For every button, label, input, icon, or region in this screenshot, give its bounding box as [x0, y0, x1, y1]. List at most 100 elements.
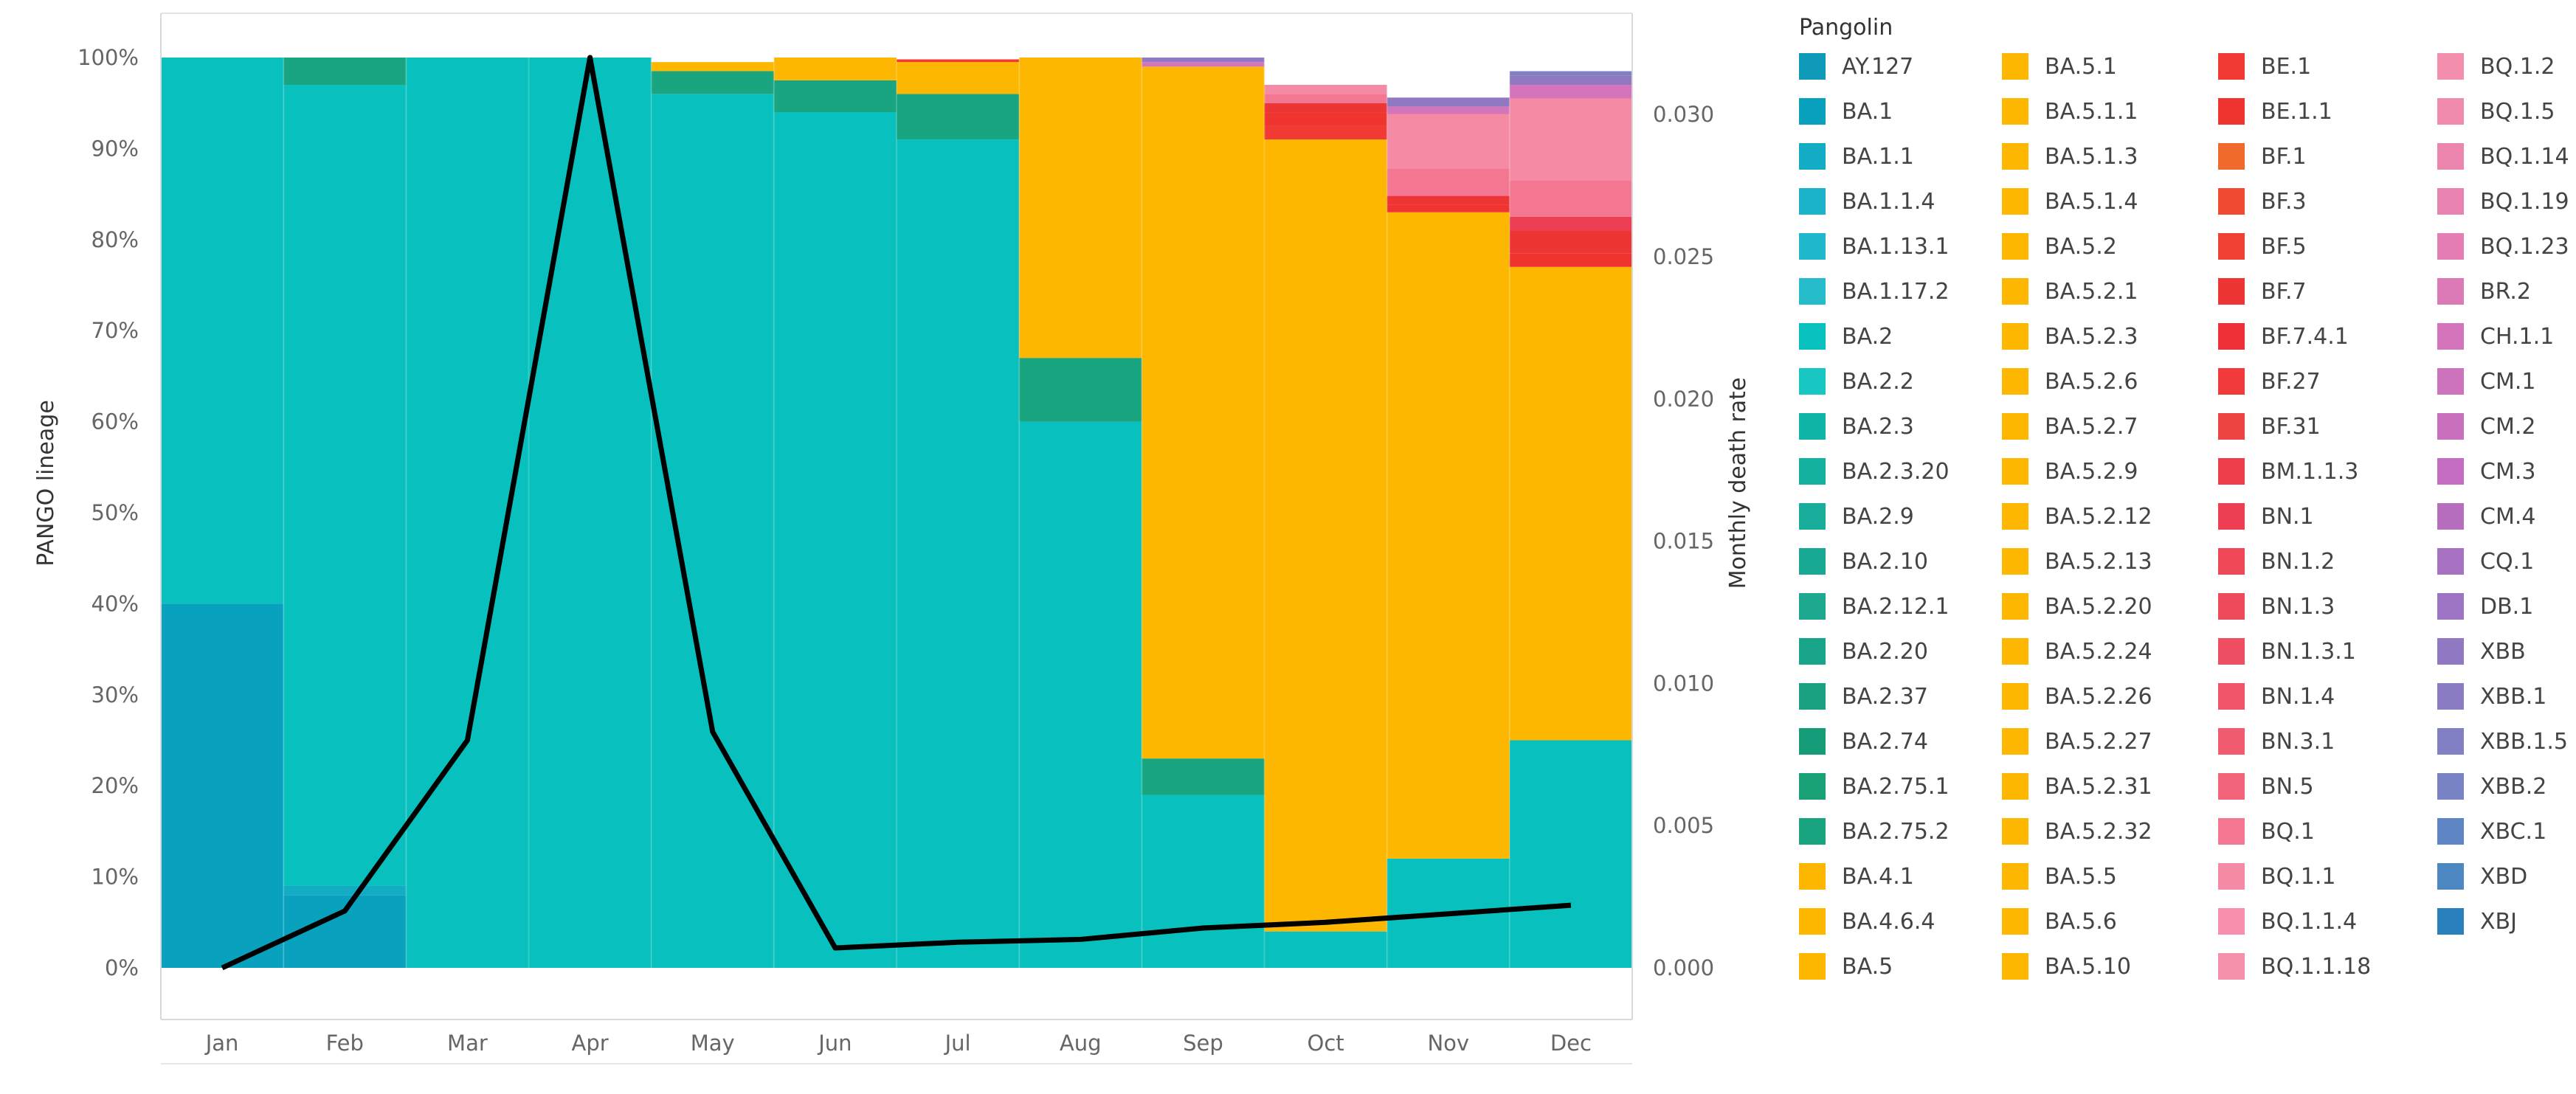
legend-swatch — [2002, 368, 2028, 395]
legend-label: BF.7 — [2261, 278, 2307, 305]
legend-label: BA.2.74 — [1842, 728, 1928, 755]
legend-item-BA-4-6-4[interactable]: BA.4.6.4 — [1799, 907, 1935, 936]
legend-item-DB-1[interactable]: DB.1 — [2437, 592, 2533, 621]
legend-item-BA-1-17-2[interactable]: BA.1.17.2 — [1799, 277, 1950, 306]
y-tick-label: 0% — [105, 955, 139, 980]
legend-swatch — [2437, 458, 2464, 485]
legend-item-XBB[interactable]: XBB — [2437, 637, 2526, 666]
legend-item-BA-1[interactable]: BA.1 — [1799, 97, 1893, 126]
legend-item-BA-2-75-2[interactable]: BA.2.75.2 — [1799, 817, 1950, 846]
legend-item-CM-2[interactable]: CM.2 — [2437, 412, 2535, 441]
legend-label: BA.5.2.7 — [2045, 413, 2138, 440]
legend-item-BM-1-1-3[interactable]: BM.1.1.3 — [2218, 457, 2358, 486]
legend-item-BA-5-5[interactable]: BA.5.5 — [2002, 862, 2117, 891]
legend-item-XBB-1-5[interactable]: XBB.1.5 — [2437, 727, 2568, 756]
legend-item-BF-7-4-1[interactable]: BF.7.4.1 — [2218, 322, 2349, 351]
legend-item-BA-5[interactable]: BA.5 — [1799, 952, 1893, 981]
legend-item-BA-5-1-4[interactable]: BA.5.1.4 — [2002, 187, 2138, 216]
legend-item-BN-1[interactable]: BN.1 — [2218, 502, 2314, 531]
legend-item-BQ-1-23[interactable]: BQ.1.23 — [2437, 232, 2569, 261]
legend-item-BN-1-2[interactable]: BN.1.2 — [2218, 547, 2335, 576]
legend-item-BA-5-2-3[interactable]: BA.5.2.3 — [2002, 322, 2138, 351]
legend-item-AY-127[interactable]: AY.127 — [1799, 52, 1913, 81]
x-tick-label: Mar — [447, 1031, 488, 1056]
legend-item-BQ-1-1-18[interactable]: BQ.1.1.18 — [2218, 952, 2371, 981]
legend-item-BQ-1[interactable]: BQ.1 — [2218, 817, 2315, 846]
legend-item-BA-2[interactable]: BA.2 — [1799, 322, 1893, 351]
legend-item-BF-5[interactable]: BF.5 — [2218, 232, 2307, 261]
legend-label: CQ.1 — [2480, 548, 2535, 575]
legend-item-BR-2[interactable]: BR.2 — [2437, 277, 2531, 306]
legend-item-XBB-2[interactable]: XBB.2 — [2437, 772, 2546, 801]
legend-item-BA-5-1[interactable]: BA.5.1 — [2002, 52, 2117, 81]
legend-item-CM-3[interactable]: CM.3 — [2437, 457, 2535, 486]
legend-item-BQ-1-2[interactable]: BQ.1.2 — [2437, 52, 2555, 81]
legend-item-BA-2-20[interactable]: BA.2.20 — [1799, 637, 1928, 666]
legend-item-XBJ[interactable]: XBJ — [2437, 907, 2517, 936]
legend-item-BA-2-10[interactable]: BA.2.10 — [1799, 547, 1928, 576]
legend-label: XBC.1 — [2480, 818, 2547, 845]
legend-item-BA-2-75-1[interactable]: BA.2.75.1 — [1799, 772, 1950, 801]
legend-item-BE-1[interactable]: BE.1 — [2218, 52, 2311, 81]
legend-item-BN-1-3[interactable]: BN.1.3 — [2218, 592, 2335, 621]
legend-item-XBD[interactable]: XBD — [2437, 862, 2527, 891]
legend-item-BA-5-2-24[interactable]: BA.5.2.24 — [2002, 637, 2152, 666]
legend-item-BN-1-3-1[interactable]: BN.1.3.1 — [2218, 637, 2356, 666]
legend-item-BN-3-1[interactable]: BN.3.1 — [2218, 727, 2335, 756]
legend-item-BA-5-2-6[interactable]: BA.5.2.6 — [2002, 367, 2138, 396]
legend-item-XBB-1[interactable]: XBB.1 — [2437, 682, 2546, 711]
legend-swatch — [2218, 953, 2245, 980]
legend-item-BA-5-2-26[interactable]: BA.5.2.26 — [2002, 682, 2152, 711]
legend-item-BA-5-1-3[interactable]: BA.5.1.3 — [2002, 142, 2138, 171]
legend-item-BA-2-37[interactable]: BA.2.37 — [1799, 682, 1928, 711]
legend-item-BA-1-13-1[interactable]: BA.1.13.1 — [1799, 232, 1950, 261]
legend-item-BA-1-1[interactable]: BA.1.1 — [1799, 142, 1914, 171]
legend-swatch — [2002, 458, 2028, 485]
legend-item-BA-5-2-13[interactable]: BA.5.2.13 — [2002, 547, 2152, 576]
legend-item-BQ-1-5[interactable]: BQ.1.5 — [2437, 97, 2555, 126]
legend-item-XBC-1[interactable]: XBC.1 — [2437, 817, 2546, 846]
legend-item-CM-1[interactable]: CM.1 — [2437, 367, 2535, 396]
legend-item-CQ-1[interactable]: CQ.1 — [2437, 547, 2534, 576]
legend-item-BA-2-2[interactable]: BA.2.2 — [1799, 367, 1914, 396]
legend-item-BQ-1-1-4[interactable]: BQ.1.1.4 — [2218, 907, 2357, 936]
legend-item-BN-1-4[interactable]: BN.1.4 — [2218, 682, 2335, 711]
legend-item-BQ-1-14[interactable]: BQ.1.14 — [2437, 142, 2569, 171]
legend-item-BA-2-12-1[interactable]: BA.2.12.1 — [1799, 592, 1950, 621]
legend-item-BF-27[interactable]: BF.27 — [2218, 367, 2321, 396]
legend-item-BA-2-3[interactable]: BA.2.3 — [1799, 412, 1914, 441]
legend-item-BA-5-6[interactable]: BA.5.6 — [2002, 907, 2117, 936]
legend-label: BA.2.20 — [1842, 638, 1928, 665]
legend-item-BA-5-2-7[interactable]: BA.5.2.7 — [2002, 412, 2138, 441]
legend-item-BA-5-2-31[interactable]: BA.5.2.31 — [2002, 772, 2152, 801]
legend-item-BA-5-2-9[interactable]: BA.5.2.9 — [2002, 457, 2138, 486]
legend-item-BQ-1-19[interactable]: BQ.1.19 — [2437, 187, 2569, 216]
legend-item-BA-5-2-12[interactable]: BA.5.2.12 — [2002, 502, 2152, 531]
legend-item-BF-31[interactable]: BF.31 — [2218, 412, 2321, 441]
legend-item-BA-5-10[interactable]: BA.5.10 — [2002, 952, 2131, 981]
legend-item-BE-1-1[interactable]: BE.1.1 — [2218, 97, 2332, 126]
legend-item-BF-3[interactable]: BF.3 — [2218, 187, 2307, 216]
legend-item-CM-4[interactable]: CM.4 — [2437, 502, 2535, 531]
legend-item-BF-7[interactable]: BF.7 — [2218, 277, 2307, 306]
legend-item-BA-2-3-20[interactable]: BA.2.3.20 — [1799, 457, 1950, 486]
legend-item-BF-1[interactable]: BF.1 — [2218, 142, 2307, 171]
legend-item-BA-1-1-4[interactable]: BA.1.1.4 — [1799, 187, 1935, 216]
legend-item-BA-2-74[interactable]: BA.2.74 — [1799, 727, 1928, 756]
legend-label: BA.2.12.1 — [1842, 593, 1950, 620]
legend-swatch — [1799, 728, 1826, 755]
legend-item-BA-5-2-27[interactable]: BA.5.2.27 — [2002, 727, 2152, 756]
legend-item-BA-5-2-32[interactable]: BA.5.2.32 — [2002, 817, 2152, 846]
legend-swatch — [2437, 188, 2464, 215]
legend-item-BA-2-9[interactable]: BA.2.9 — [1799, 502, 1914, 531]
legend-item-BA-5-1-1[interactable]: BA.5.1.1 — [2002, 97, 2138, 126]
legend-item-BQ-1-1[interactable]: BQ.1.1 — [2218, 862, 2335, 891]
legend-item-BN-5[interactable]: BN.5 — [2218, 772, 2314, 801]
legend-item-BA-4-1[interactable]: BA.4.1 — [1799, 862, 1914, 891]
legend-item-BA-5-2[interactable]: BA.5.2 — [2002, 232, 2117, 261]
legend-swatch — [2218, 143, 2245, 170]
bar-segment-BA-5-aug — [1019, 58, 1142, 359]
legend-item-BA-5-2-20[interactable]: BA.5.2.20 — [2002, 592, 2152, 621]
legend-item-CH-1-1[interactable]: CH.1.1 — [2437, 322, 2554, 351]
legend-item-BA-5-2-1[interactable]: BA.5.2.1 — [2002, 277, 2138, 306]
